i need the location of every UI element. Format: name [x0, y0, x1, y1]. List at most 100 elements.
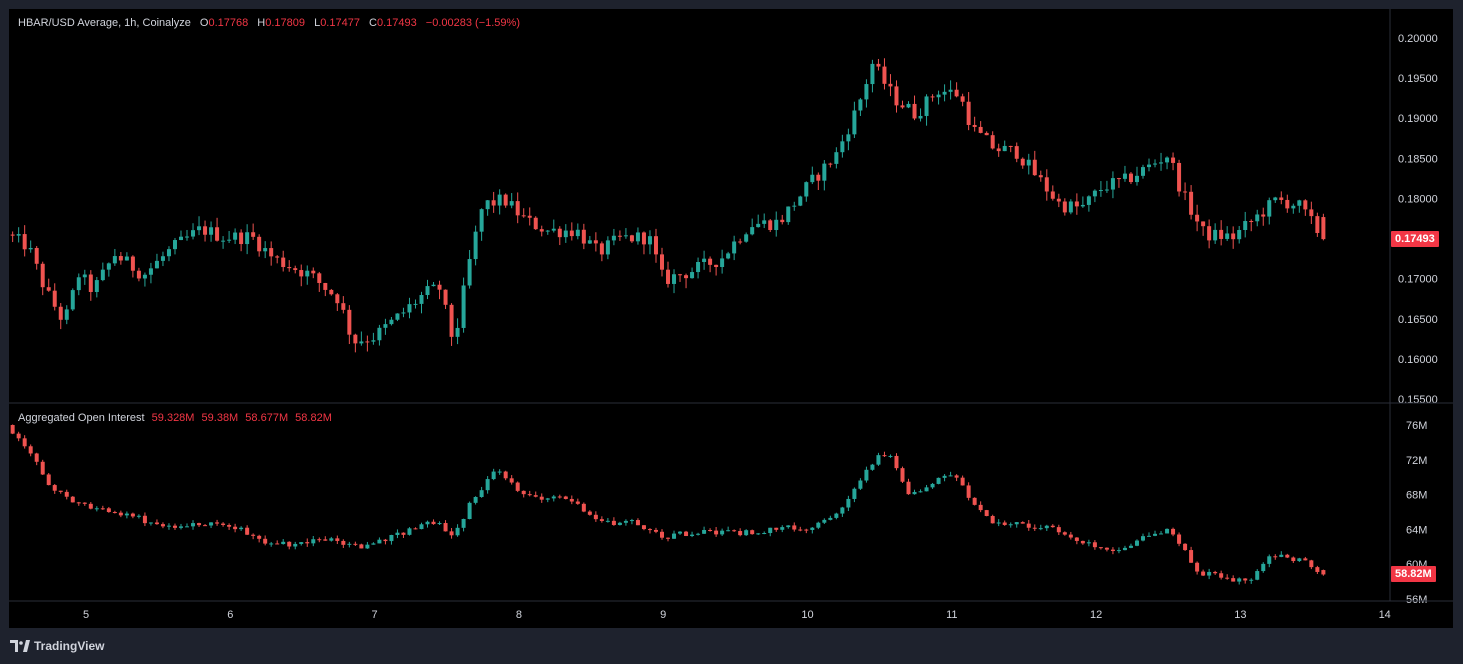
price-candle-body	[1261, 214, 1266, 217]
oi-candle-body	[641, 525, 646, 530]
price-candle-body	[16, 234, 21, 236]
price-candle-body	[1315, 216, 1320, 233]
oi-candle-body	[617, 522, 622, 525]
oi-candle-body	[810, 527, 815, 530]
price-candle-body	[1195, 214, 1200, 222]
price-candle-body	[1279, 197, 1284, 200]
oi-candle-body	[154, 522, 159, 525]
oi-candle-body	[10, 425, 15, 434]
oi-candle-body	[371, 543, 376, 545]
oi-candle-body	[563, 496, 568, 499]
oi-legend[interactable]: Aggregated Open Interest 59.328M 59.38M …	[18, 411, 332, 425]
price-candle-body	[1128, 173, 1133, 183]
oi-candle-body	[112, 512, 117, 514]
oi-candle-body	[239, 527, 244, 530]
oi-candle-body	[1267, 556, 1272, 564]
price-candle-body	[738, 241, 743, 243]
tradingview-logo[interactable]: TradingView	[10, 638, 104, 654]
oi-tick-label: 64M	[1406, 524, 1427, 536]
price-candle-body	[653, 236, 658, 255]
price-candle-body	[437, 284, 442, 290]
oi-candle-body	[521, 490, 526, 495]
chart-frame[interactable]: 0.200000.195000.190000.185000.180000.175…	[9, 9, 1453, 628]
oi-candle-body	[798, 529, 803, 531]
oi-candle-body	[28, 446, 33, 454]
oi-candle-body	[1285, 554, 1290, 558]
price-candle-body	[744, 234, 749, 242]
oi-candle-body	[58, 490, 63, 492]
oi-candle-body	[197, 523, 202, 526]
oi-candle-body	[1315, 567, 1320, 572]
oi-candle-body	[1153, 533, 1158, 536]
price-candle-body	[461, 285, 466, 328]
oi-candle-body	[828, 517, 833, 520]
price-candle-body	[551, 228, 556, 231]
oi-candle-body	[1243, 578, 1248, 581]
oi-candle-body	[864, 469, 869, 481]
price-candle-body	[990, 135, 995, 149]
oi-candle-body	[1177, 534, 1182, 544]
price-candle-body	[299, 270, 304, 277]
time-tick-label: 6	[227, 609, 233, 621]
oi-candle-body	[1231, 578, 1236, 582]
oi-candle-body	[515, 482, 520, 491]
price-candle-body	[708, 258, 713, 265]
oi-candle-body	[918, 491, 923, 493]
price-candle-body	[1068, 201, 1073, 213]
price-candle-body	[1291, 205, 1296, 209]
chart-canvas[interactable]: 0.200000.195000.190000.185000.180000.175…	[9, 9, 1453, 628]
price-candle-body	[263, 248, 268, 252]
oi-candle-body	[858, 480, 863, 489]
oi-candle-body	[1249, 579, 1254, 581]
price-candle-body	[1267, 200, 1272, 217]
price-candle-body	[948, 89, 953, 92]
price-candle-body	[1171, 157, 1176, 163]
price-candle-body	[389, 319, 394, 325]
oi-candle-body	[852, 488, 857, 499]
oi-candle-body	[203, 525, 208, 527]
high-label: H	[257, 17, 266, 29]
oi-candle-body	[768, 527, 773, 534]
oi-candle-body	[1165, 528, 1170, 534]
oi-candle-body	[461, 518, 466, 528]
oi-candle-body	[1183, 543, 1188, 551]
oi-candle-body	[1207, 571, 1212, 576]
oi-tick-label: 72M	[1406, 455, 1427, 467]
price-candle-body	[972, 124, 977, 127]
price-candle-body	[1321, 217, 1326, 240]
oi-candle-body	[1056, 527, 1061, 533]
oi-candle-body	[1050, 525, 1055, 528]
price-candle-body	[936, 94, 941, 98]
oi-open-value: 59.328M	[151, 412, 195, 424]
price-candle-body	[1086, 196, 1091, 205]
oi-candle-body	[605, 520, 610, 522]
price-tick-label: 0.19500	[1398, 73, 1438, 85]
oi-candle-body	[996, 522, 1001, 524]
oi-candle-body	[76, 502, 81, 504]
last-oi-tag: 58.82M	[1391, 566, 1436, 582]
price-candle-body	[449, 304, 454, 337]
price-legend[interactable]: HBAR/USD Average, 1h, Coinalyze O0.17768…	[18, 16, 520, 30]
price-candle-body	[810, 174, 815, 183]
oi-candle-body	[16, 433, 21, 439]
price-candle-body	[233, 232, 238, 240]
price-candle-body	[996, 148, 1001, 152]
price-candle-body	[317, 273, 322, 283]
oi-candle-body	[1038, 528, 1043, 530]
price-candle-body	[419, 295, 424, 304]
oi-candle-body	[990, 516, 995, 524]
close-label: C	[369, 17, 377, 29]
price-candle-body	[690, 272, 695, 279]
price-candle-body	[455, 327, 460, 337]
price-candle-body	[515, 201, 520, 216]
price-candle-body	[906, 103, 911, 108]
oi-candle-body	[401, 532, 406, 535]
price-candle-body	[569, 230, 574, 237]
price-candle-body	[245, 232, 250, 245]
oi-candle-body	[269, 543, 274, 545]
price-candle-body	[64, 309, 69, 320]
oi-candle-body	[1273, 556, 1278, 558]
price-candle-body	[786, 206, 791, 223]
price-candle-body	[1008, 145, 1013, 147]
oi-candle-body	[533, 495, 538, 497]
